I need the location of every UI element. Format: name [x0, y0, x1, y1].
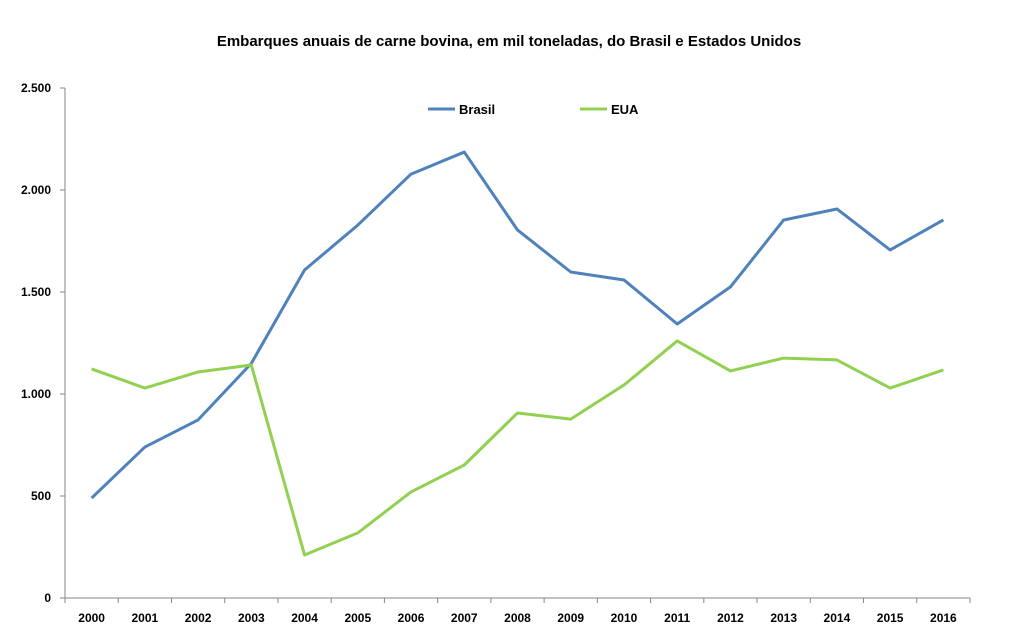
y-tick-label: 500: [31, 489, 51, 503]
x-tick-label: 2016: [930, 611, 957, 625]
y-tick-label: 1.000: [21, 387, 51, 401]
x-tick-label: 2013: [770, 611, 797, 625]
chart-title: Embarques anuais de carne bovina, em mil…: [217, 33, 801, 50]
legend-label-eua: EUA: [611, 102, 639, 117]
x-tick-label: 2008: [504, 611, 531, 625]
x-tick-label: 2002: [185, 611, 212, 625]
x-tick-label: 2005: [344, 611, 371, 625]
y-tick-label: 1.500: [21, 285, 51, 299]
series-line-eua: [91, 339, 944, 557]
series-line-brasil: [90, 150, 945, 500]
y-tick-label: 2.000: [21, 183, 51, 197]
x-tick-label: 2004: [291, 611, 318, 625]
legend-label-brasil: Brasil: [459, 102, 495, 117]
x-tick-label: 2000: [78, 611, 105, 625]
x-tick-label: 2014: [824, 611, 851, 625]
y-tick-label: 0: [44, 591, 51, 605]
x-tick-label: 2012: [717, 611, 744, 625]
x-tick-label: 2001: [132, 611, 159, 625]
x-tick-label: 2011: [664, 611, 690, 625]
x-tick-label: 2003: [238, 611, 265, 625]
x-tick-label: 2010: [611, 611, 638, 625]
x-tick-label: 2015: [877, 611, 904, 625]
x-tick-label: 2006: [398, 611, 425, 625]
x-tick-label: 2009: [557, 611, 584, 625]
y-tick-label: 2.500: [21, 81, 51, 95]
x-tick-label: 2007: [451, 611, 478, 625]
